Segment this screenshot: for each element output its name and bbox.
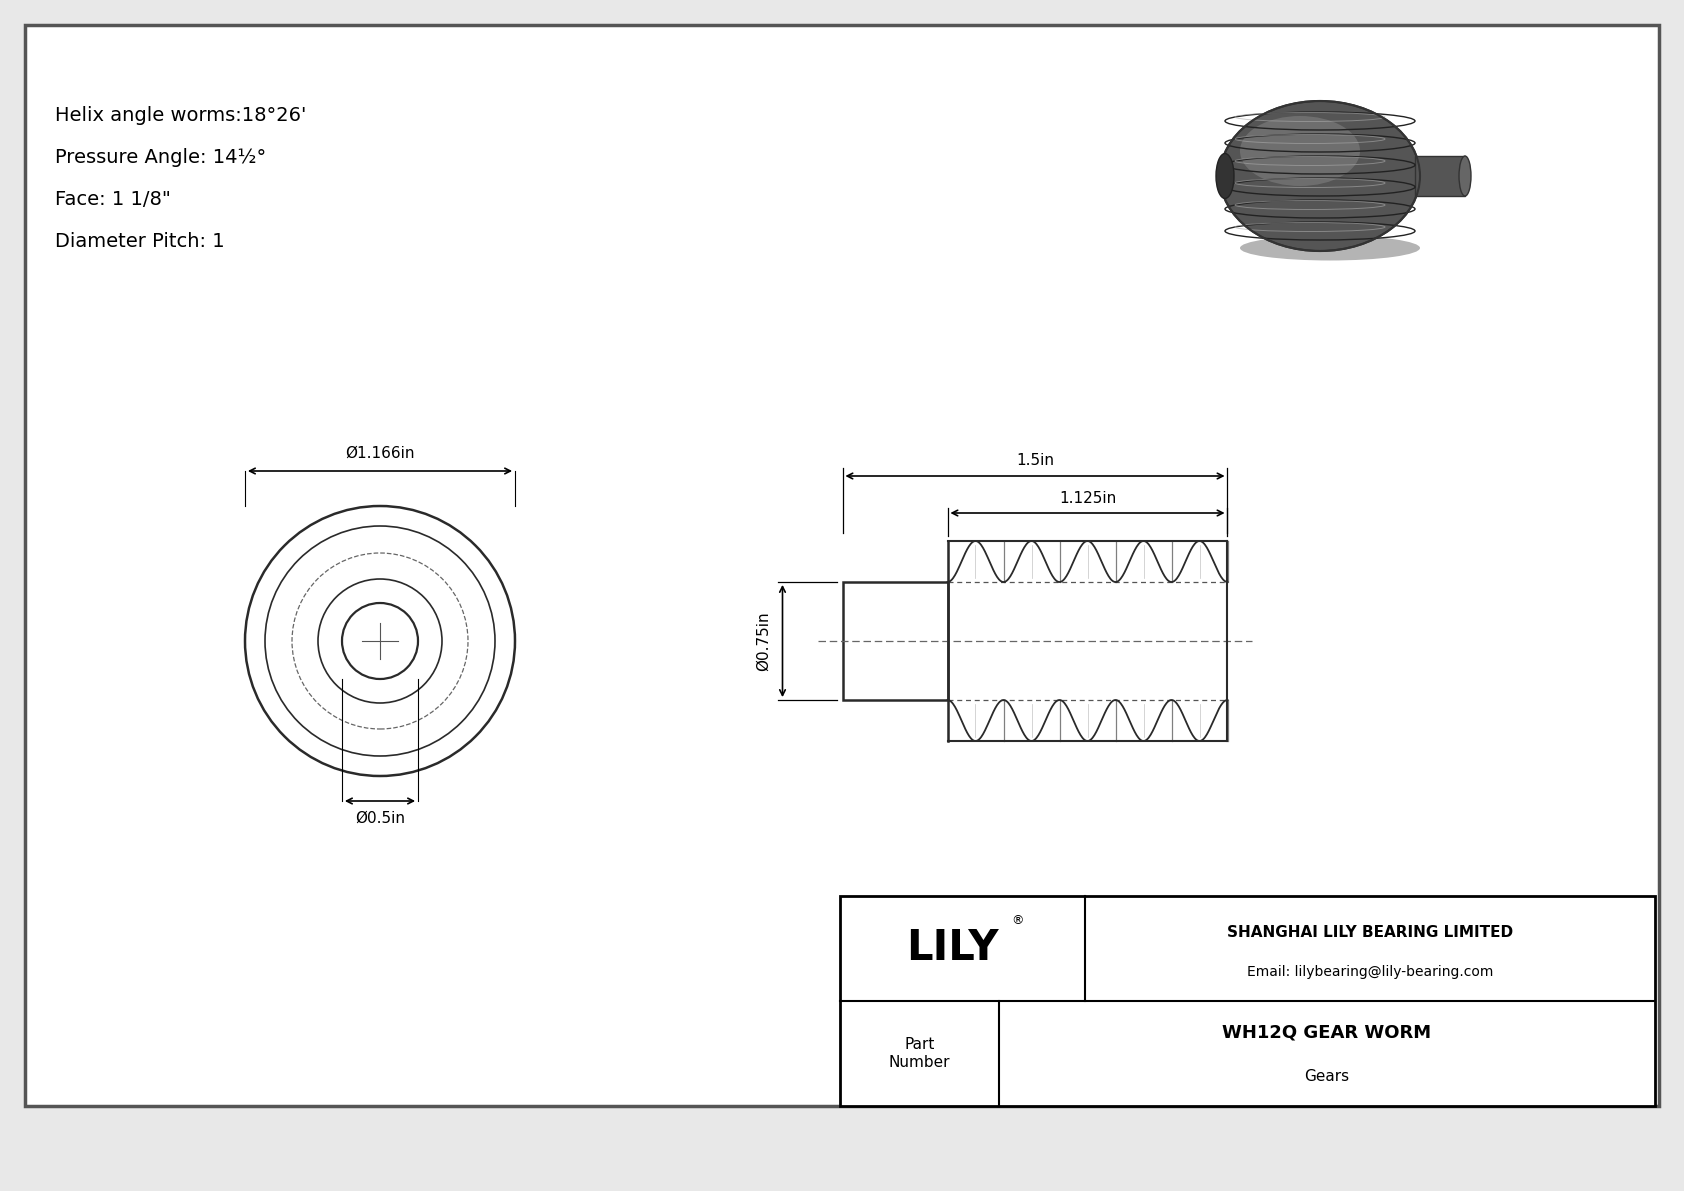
- Text: SHANGHAI LILY BEARING LIMITED: SHANGHAI LILY BEARING LIMITED: [1226, 925, 1512, 940]
- Text: Face: 1 1/8": Face: 1 1/8": [56, 191, 170, 208]
- Text: Pressure Angle: 14½°: Pressure Angle: 14½°: [56, 148, 266, 167]
- Text: Gears: Gears: [1305, 1070, 1349, 1084]
- Bar: [840, 896, 1655, 1106]
- Bar: [842, 582, 948, 700]
- Ellipse shape: [1239, 236, 1420, 261]
- Circle shape: [244, 506, 515, 777]
- Bar: [1415, 156, 1465, 197]
- Circle shape: [264, 526, 495, 756]
- Text: Ø1.166in: Ø1.166in: [345, 445, 414, 461]
- Text: Helix angle worms:18°26': Helix angle worms:18°26': [56, 106, 306, 125]
- Text: Ø0.5in: Ø0.5in: [355, 811, 404, 827]
- Text: ®: ®: [1010, 913, 1024, 927]
- Text: 1.125in: 1.125in: [1059, 491, 1116, 506]
- Text: Email: lilybearing@lily-bearing.com: Email: lilybearing@lily-bearing.com: [1246, 965, 1494, 979]
- Ellipse shape: [1458, 156, 1472, 197]
- Text: WH12Q GEAR WORM: WH12Q GEAR WORM: [1223, 1023, 1431, 1041]
- Ellipse shape: [1219, 101, 1420, 251]
- Text: 1.5in: 1.5in: [1015, 453, 1054, 468]
- Ellipse shape: [1216, 154, 1234, 199]
- Text: Diameter Pitch: 1: Diameter Pitch: 1: [56, 232, 224, 251]
- Text: LILY: LILY: [906, 928, 999, 969]
- Circle shape: [318, 579, 441, 703]
- Text: Ø0.75in: Ø0.75in: [756, 611, 771, 671]
- Ellipse shape: [1239, 116, 1361, 186]
- Text: Part
Number: Part Number: [889, 1037, 950, 1070]
- Circle shape: [342, 603, 418, 679]
